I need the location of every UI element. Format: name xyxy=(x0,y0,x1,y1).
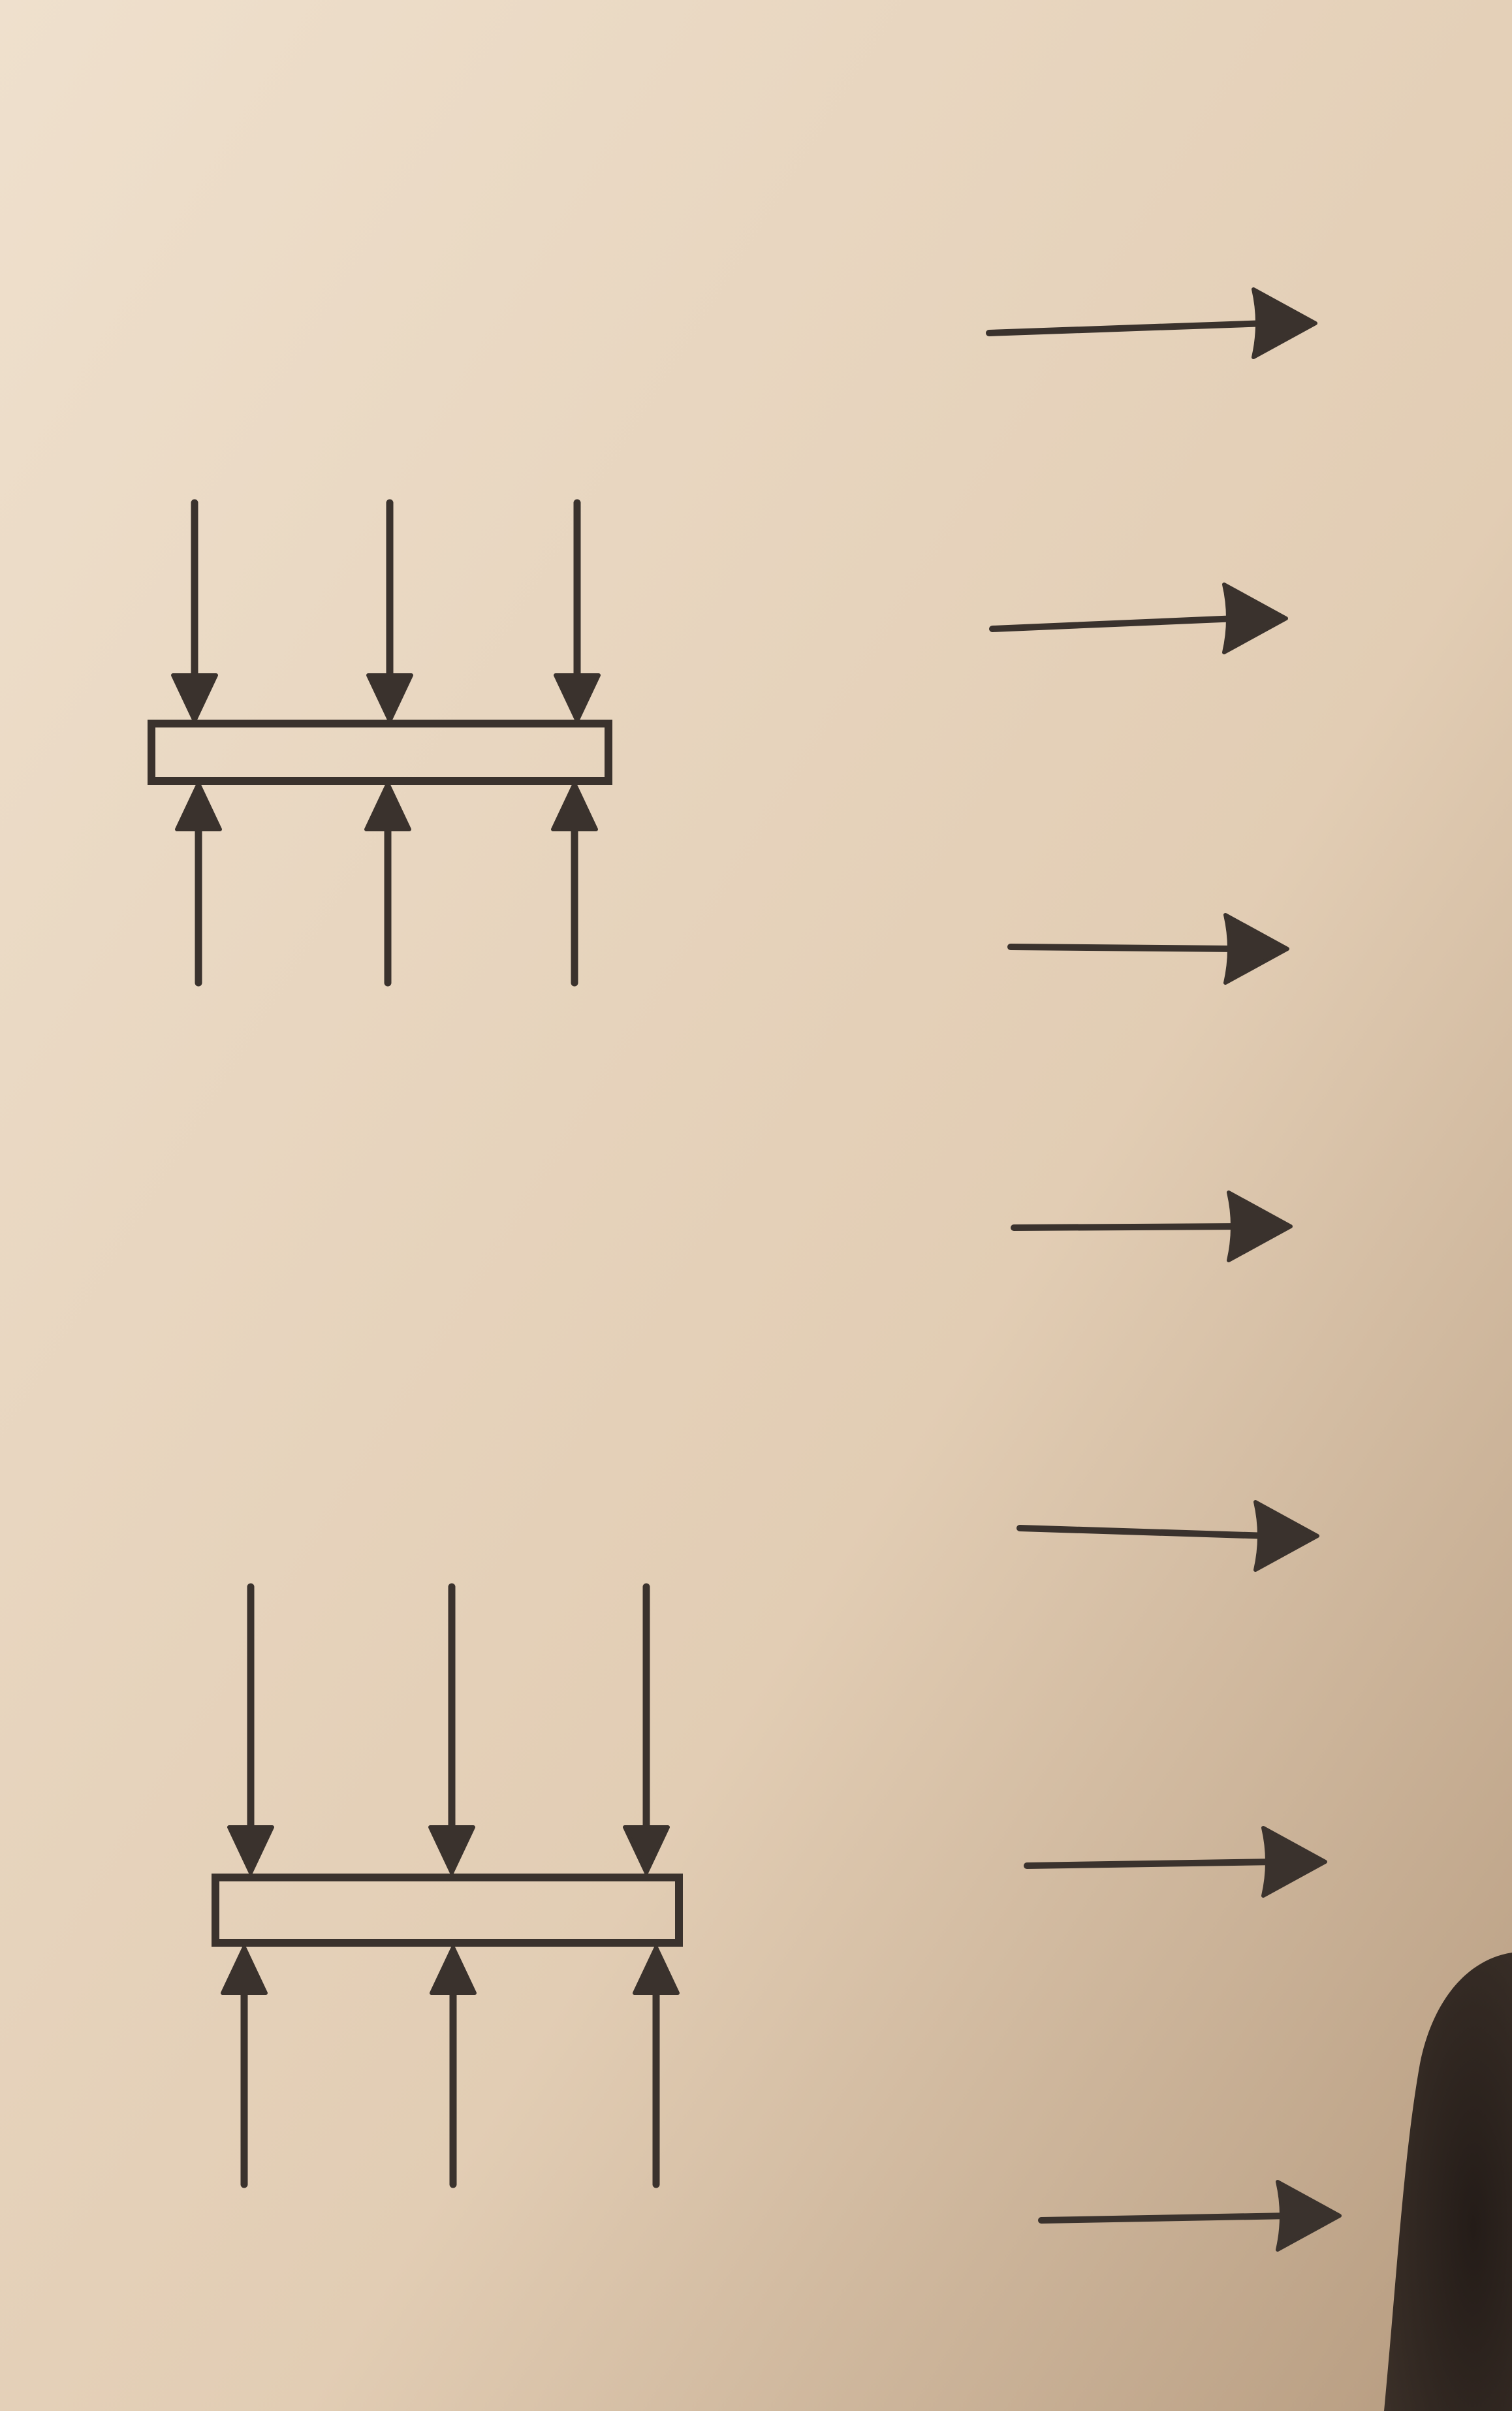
plate-2-bottom-arrow-3-head xyxy=(633,1945,680,1995)
field-arrow-4-head xyxy=(1227,1190,1293,1262)
thumb-shadow xyxy=(1384,1953,1512,2411)
plate-2-top-arrow-3-head xyxy=(623,1825,670,1875)
plate-1-bottom-arrow-3-head xyxy=(551,782,598,831)
plate-1-bottom-arrow-1-head xyxy=(175,782,222,831)
plate-1-top-arrow-3-head xyxy=(554,673,601,723)
field-arrow-1-head xyxy=(1252,287,1317,359)
field-arrow-5-head xyxy=(1253,1500,1319,1572)
diagram-content xyxy=(148,287,1342,2252)
field-arrow-6-shaft xyxy=(1024,1859,1280,1869)
field-arrow-2-head xyxy=(1222,583,1288,654)
plate-2-bottom-arrow-1-head xyxy=(221,1945,268,1995)
field-arrow-2-shaft xyxy=(989,615,1240,632)
plate-1-bottom-arrow-2-head xyxy=(364,782,411,831)
field-arrow-4-shaft xyxy=(1011,1223,1245,1231)
field-arrow-6-head xyxy=(1261,1826,1327,1898)
plate-2-top-arrow-2-head xyxy=(428,1825,475,1875)
plate-1 xyxy=(148,720,612,785)
plate-2-bottom-arrow-2-head xyxy=(430,1945,477,1995)
field-arrow-7-shaft xyxy=(1038,2212,1294,2224)
field-arrow-5-shaft xyxy=(1016,1525,1272,1539)
field-arrow-1-shaft xyxy=(986,320,1270,336)
plate-2 xyxy=(212,1874,683,1947)
field-arrow-3-head xyxy=(1223,913,1289,985)
plate-1-top-arrow-1-head xyxy=(171,673,218,723)
field-arrow-3-shaft xyxy=(1007,944,1242,952)
plate-2-top-arrow-1-head xyxy=(227,1825,274,1875)
field-arrow-7-head xyxy=(1276,2180,1342,2252)
plate-1-top-arrow-2-head xyxy=(366,673,413,723)
